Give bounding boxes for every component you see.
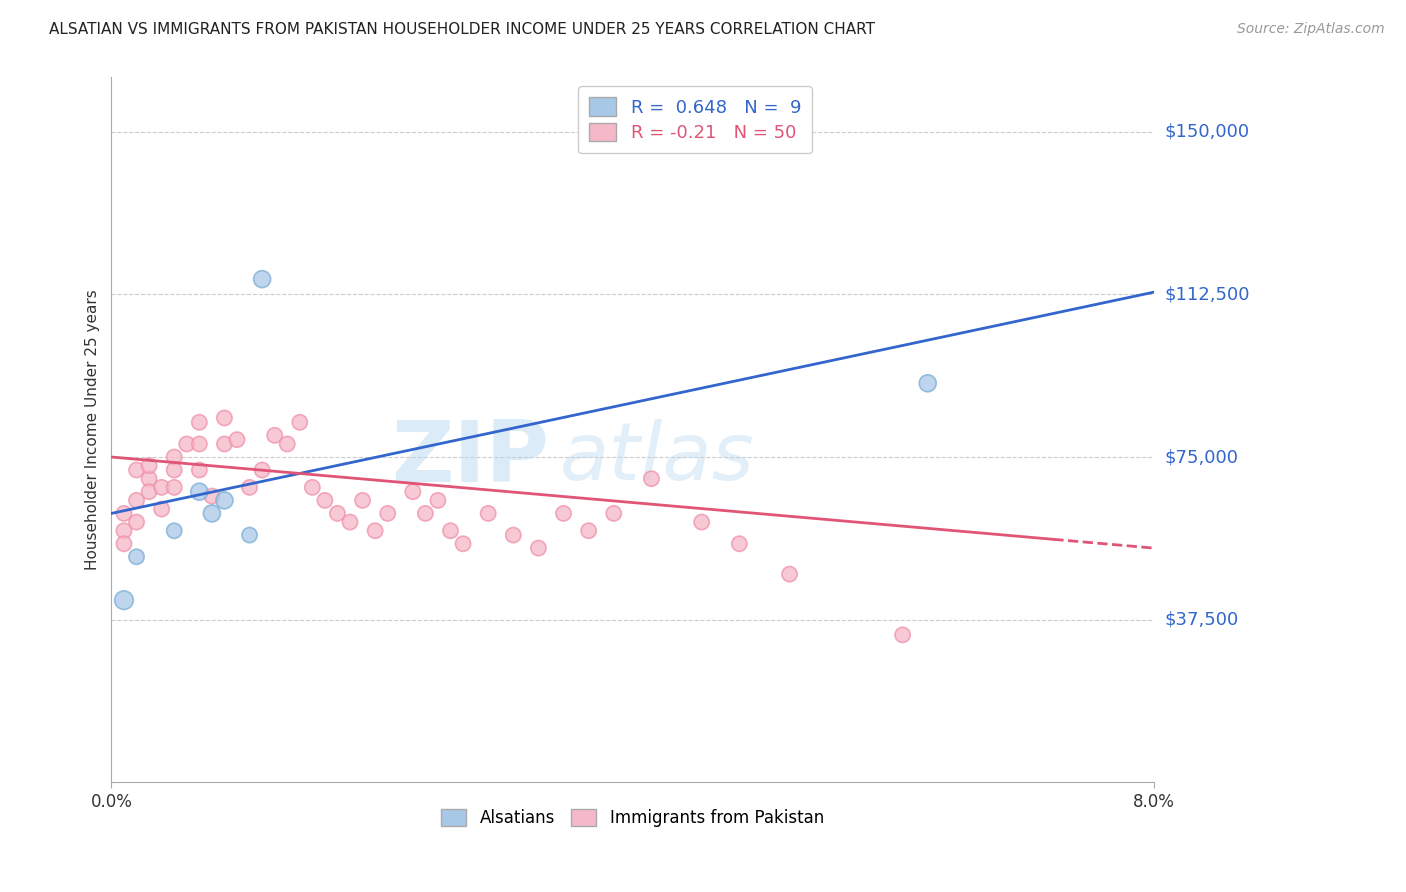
Point [352,493,374,508]
Point [288,415,311,429]
Point [112,537,135,551]
Text: atlas: atlas [560,419,755,497]
Point [201,489,224,503]
Point [439,524,461,538]
Point [138,472,160,486]
Y-axis label: Householder Income Under 25 years: Householder Income Under 25 years [86,290,100,570]
Point [553,507,575,521]
Point [214,493,236,508]
Point [163,524,186,538]
Point [917,376,939,391]
Point [112,524,135,538]
Point [238,480,260,494]
Point [125,493,148,508]
Point [226,433,249,447]
Point [728,537,751,551]
Point [138,458,160,473]
Point [163,463,186,477]
Text: ZIP: ZIP [391,417,550,500]
Point [402,484,425,499]
Text: $37,500: $37,500 [1166,611,1239,629]
Point [891,628,914,642]
Point [250,463,273,477]
Text: ALSATIAN VS IMMIGRANTS FROM PAKISTAN HOUSEHOLDER INCOME UNDER 25 YEARS CORRELATI: ALSATIAN VS IMMIGRANTS FROM PAKISTAN HOU… [49,22,875,37]
Point [138,484,160,499]
Point [364,524,387,538]
Point [779,567,801,582]
Point [426,493,449,508]
Point [415,507,437,521]
Point [176,437,198,451]
Point [326,507,349,521]
Point [301,480,323,494]
Point [502,528,524,542]
Point [188,415,211,429]
Point [451,537,474,551]
Point [603,507,626,521]
Text: $112,500: $112,500 [1166,285,1250,303]
Point [238,528,260,542]
Point [314,493,336,508]
Point [250,272,273,286]
Point [276,437,298,451]
Point [214,411,236,425]
Point [150,480,173,494]
Point [112,507,135,521]
Point [163,450,186,464]
Point [477,507,499,521]
Text: $150,000: $150,000 [1166,123,1250,141]
Point [188,437,211,451]
Point [339,515,361,529]
Point [640,472,662,486]
Point [263,428,285,442]
Point [125,515,148,529]
Point [125,463,148,477]
Point [125,549,148,564]
Text: $75,000: $75,000 [1166,448,1239,466]
Point [578,524,600,538]
Legend: Alsatians, Immigrants from Pakistan: Alsatians, Immigrants from Pakistan [434,803,831,834]
Point [201,507,224,521]
Point [163,480,186,494]
Text: Source: ZipAtlas.com: Source: ZipAtlas.com [1237,22,1385,37]
Point [150,502,173,516]
Point [527,541,550,555]
Point [690,515,713,529]
Point [377,507,399,521]
Point [188,484,211,499]
Point [188,463,211,477]
Point [214,437,236,451]
Point [112,593,135,607]
